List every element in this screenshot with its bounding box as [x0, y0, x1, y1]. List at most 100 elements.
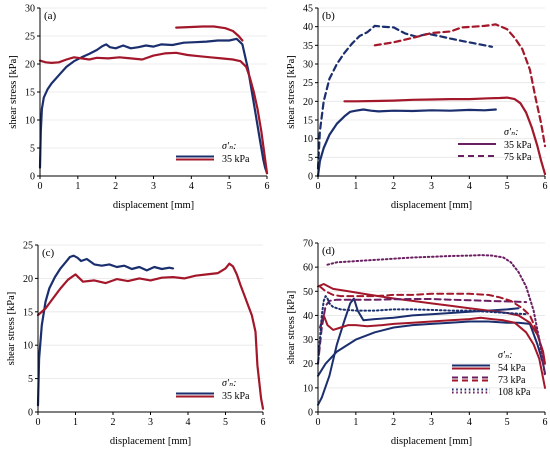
y-tick-label: 40: [303, 311, 313, 322]
x-tick-label: 1: [353, 181, 358, 192]
y-tick-label: 40: [303, 22, 313, 33]
panel-label: (b): [322, 10, 335, 22]
panel-c: 0 5 10 15 20 25 0 1 2 3 4 5 6 displacement [mm] shear …: [6, 241, 266, 448]
legend-label: 108 kPa: [498, 387, 531, 398]
y-tick-label: 35: [303, 41, 313, 52]
legend-label: 35 kPa: [222, 154, 250, 165]
x-tick-label: 2: [391, 181, 396, 192]
x-tick-label: 5: [505, 181, 510, 192]
series-line-2: [38, 51, 269, 175]
y-tick-label: 15: [303, 116, 313, 127]
legend-title: σ'ₙ:: [504, 127, 518, 138]
x-axis-title: displacement [mm]: [391, 200, 472, 211]
y-tick-label: 10: [303, 383, 313, 394]
panel-a: 0 5 10 15 20 25 30 0 1 2 3 4 5 6 displacement [mm] shea…: [8, 4, 270, 212]
x-tick-label: 0: [36, 417, 41, 428]
x-tick-label: 4: [467, 417, 472, 428]
series-line-1: [36, 254, 175, 407]
legend-label: 75 kPa: [504, 152, 532, 163]
y-axis-title: shear stress [kPa]: [286, 55, 297, 128]
panel-label: (a): [44, 10, 57, 22]
y-tick-label: 20: [303, 97, 313, 108]
y-tick-label: 45: [303, 4, 313, 15]
y-tick-label: 0: [308, 408, 313, 419]
y-axis-title: shear stress [kPa]: [286, 291, 297, 364]
y-tick-label: 15: [25, 88, 35, 99]
series-line-7: [317, 295, 528, 365]
y-tick-label: 30: [25, 4, 35, 15]
x-axis-title: displacement [mm]: [391, 436, 472, 447]
y-tick-label: 0: [30, 172, 35, 183]
x-tick-label: 0: [316, 417, 321, 428]
y-tick-label: 5: [30, 144, 35, 155]
y-tick-label: 10: [303, 134, 313, 145]
legend-label: 54 kPa: [498, 363, 526, 374]
series-line-2: [317, 297, 520, 406]
x-axis-title: displacement [mm]: [110, 436, 191, 447]
y-tick-label: 50: [303, 287, 313, 298]
x-tick-label: 2: [111, 417, 116, 428]
series-line-3: [175, 25, 244, 42]
y-tick-label: 20: [23, 274, 33, 285]
series-line-2: [343, 96, 547, 176]
series-line-6: [318, 285, 546, 365]
series-line-3: [316, 24, 494, 170]
legend-title: σ'ₙ:: [222, 141, 236, 152]
x-tick-label: 6: [265, 181, 270, 192]
x-tick-label: 2: [391, 417, 396, 428]
y-tick-label: 0: [28, 408, 33, 419]
panel-d: 0 10 20 30 40 50 60 70 0 1 2 3 4 5 6 displacement [mm] s…: [286, 239, 548, 448]
x-axis-title: displacement [mm]: [113, 200, 194, 211]
series-line-3: [317, 283, 546, 365]
y-tick-label: 70: [303, 239, 313, 250]
legend-label: 35 kPa: [222, 391, 250, 402]
legend-title: σ'ₙ:: [498, 350, 512, 361]
series-line-5: [317, 298, 528, 365]
series-line-4: [318, 314, 546, 389]
series-line-8: [326, 254, 546, 377]
panel-label: (d): [322, 245, 335, 257]
y-tick-label: 30: [303, 60, 313, 71]
x-tick-label: 3: [148, 417, 153, 428]
x-tick-label: 6: [261, 417, 266, 428]
x-tick-label: 3: [151, 181, 156, 192]
x-tick-label: 3: [429, 181, 434, 192]
x-tick-label: 2: [113, 181, 118, 192]
series-line-1: [316, 108, 497, 178]
legend-label: 35 kPa: [504, 140, 532, 151]
x-tick-label: 5: [227, 181, 232, 192]
y-axis-title: shear stress [kPa]: [6, 292, 17, 365]
series-line-4: [373, 23, 547, 148]
x-tick-label: 4: [189, 181, 194, 192]
y-tick-label: 30: [303, 335, 313, 346]
x-tick-label: 1: [73, 417, 78, 428]
y-tick-label: 25: [25, 32, 35, 43]
x-tick-label: 0: [38, 181, 43, 192]
y-tick-label: 10: [25, 116, 35, 127]
y-tick-label: 0: [308, 172, 313, 183]
legend-label: 73 kPa: [498, 375, 526, 386]
x-tick-label: 3: [429, 417, 434, 428]
x-tick-label: 6: [543, 417, 548, 428]
panel-label: (c): [42, 247, 55, 259]
y-tick-label: 5: [308, 153, 313, 164]
x-tick-label: 5: [505, 417, 510, 428]
x-tick-label: 1: [353, 417, 358, 428]
series-line-1: [317, 320, 546, 377]
y-axis-title: shear stress [kPa]: [8, 55, 19, 128]
x-tick-label: 5: [223, 417, 228, 428]
legend-title: σ'ₙ:: [222, 378, 236, 389]
series-line-2: [36, 262, 265, 410]
y-tick-label: 15: [23, 307, 33, 318]
x-tick-label: 6: [543, 181, 548, 192]
y-tick-label: 60: [303, 263, 313, 274]
y-tick-label: 20: [25, 60, 35, 71]
x-tick-label: 1: [75, 181, 80, 192]
y-tick-label: 25: [303, 78, 313, 89]
y-tick-label: 25: [23, 241, 33, 252]
y-tick-label: 10: [23, 341, 33, 352]
x-tick-label: 4: [467, 181, 472, 192]
y-tick-label: 20: [303, 359, 313, 370]
